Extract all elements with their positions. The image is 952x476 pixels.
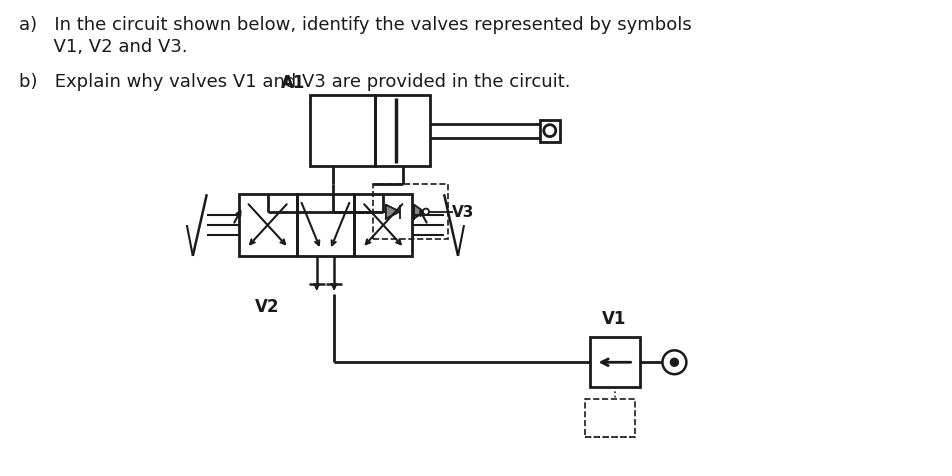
Text: V1, V2 and V3.: V1, V2 and V3. bbox=[19, 38, 188, 56]
Bar bbox=[354, 195, 412, 257]
Text: V2: V2 bbox=[255, 297, 280, 315]
Circle shape bbox=[423, 209, 429, 215]
Bar bbox=[310, 96, 375, 167]
Polygon shape bbox=[386, 205, 400, 219]
Text: a)   In the circuit shown below, identify the valves represented by symbols: a) In the circuit shown below, identify … bbox=[19, 16, 692, 34]
Circle shape bbox=[670, 358, 679, 367]
Text: V3: V3 bbox=[452, 205, 474, 220]
Bar bbox=[373, 185, 448, 239]
Text: A1: A1 bbox=[281, 74, 306, 92]
Bar bbox=[585, 399, 635, 437]
Bar bbox=[589, 337, 640, 387]
Text: V1: V1 bbox=[603, 310, 626, 328]
Circle shape bbox=[544, 125, 556, 137]
Bar bbox=[239, 195, 296, 257]
Circle shape bbox=[663, 351, 686, 375]
Bar bbox=[540, 120, 560, 142]
Bar bbox=[296, 195, 354, 257]
Text: b)   Explain why valves V1 and V3 are provided in the circuit.: b) Explain why valves V1 and V3 are prov… bbox=[19, 73, 571, 91]
Bar bbox=[375, 96, 430, 167]
Polygon shape bbox=[414, 205, 424, 219]
